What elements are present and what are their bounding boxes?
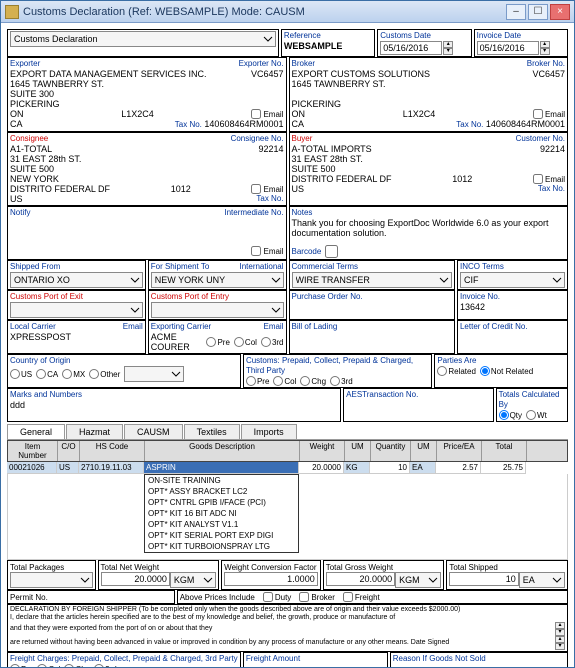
tab-imports[interactable]: Imports [241,424,297,439]
minimize-button[interactable]: – [506,4,526,20]
customs-date-input[interactable] [380,41,442,55]
invoice-date-input[interactable] [477,41,539,55]
tab-causm[interactable]: CAUSM [124,424,183,439]
maximize-button[interactable]: ☐ [528,4,548,20]
detail-tabs: General Hazmat CAUSM Textiles Imports [7,424,568,440]
broker-email-check[interactable] [533,109,543,119]
notes-text: Thank you for choosing ExportDoc Worldwi… [292,218,566,238]
inco-select[interactable]: CIF [460,272,565,288]
grid-header: Item NumberC/OHS CodeGoods DescriptionWe… [7,440,568,462]
tab-general[interactable]: General [7,424,65,439]
window-title: Customs Declaration (Ref: WEBSAMPLE) Mod… [23,6,506,18]
tab-hazmat[interactable]: Hazmat [66,424,123,439]
commercial-terms-select[interactable]: WIRE TRANSFER [292,272,452,288]
close-button[interactable]: × [550,4,570,20]
shipped-from-select[interactable]: ONTARIO XO [10,272,143,288]
declaration-type-select[interactable]: Customs Declaration [10,31,276,47]
app-icon [5,5,19,19]
shipment-to-select[interactable]: NEW YORK UNY [151,272,284,288]
broker-name: EXPORT CUSTOMS SOLUTIONS [292,69,431,79]
port-exit-select[interactable] [10,302,143,318]
grid-row[interactable]: 00021026US2710.19.11.03ASPRIN20.0000KG10… [7,462,568,474]
desc-dropdown[interactable]: ON-SITE TRAININGOPT* ASSY BRACKET LC2OPT… [144,474,299,553]
exporter-name: EXPORT DATA MANAGEMENT SERVICES INC. [10,69,207,79]
tab-textiles[interactable]: Textiles [184,424,240,439]
reference-value: WEBSAMPLE [284,41,343,51]
port-entry-select[interactable] [151,302,284,318]
exporter-email-check[interactable] [251,109,261,119]
titlebar: Customs Declaration (Ref: WEBSAMPLE) Mod… [1,1,574,23]
